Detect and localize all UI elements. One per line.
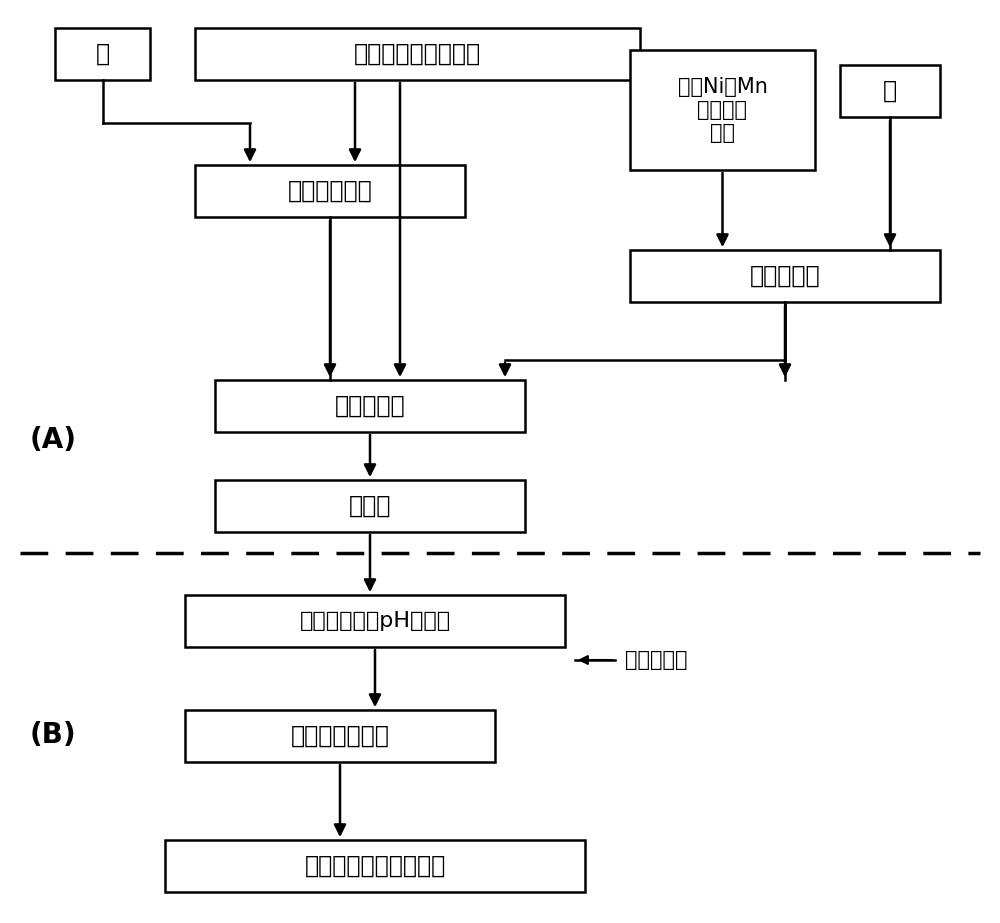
Text: 镍锰复合氢氧化物粒子: 镍锰复合氢氧化物粒子 — [304, 854, 446, 878]
Bar — [195, 165, 465, 217]
Bar — [630, 250, 940, 302]
Text: 混合水溶液: 混合水溶液 — [750, 264, 820, 288]
Bar — [165, 840, 585, 892]
Text: 核生成: 核生成 — [349, 494, 391, 518]
Text: 反应水溶液的pH值调节: 反应水溶液的pH值调节 — [299, 611, 451, 631]
Text: 水: 水 — [883, 79, 897, 103]
Text: (A): (A) — [30, 426, 77, 454]
Bar — [185, 595, 565, 647]
Bar — [195, 28, 640, 80]
Bar — [215, 480, 525, 532]
Bar — [630, 50, 815, 170]
Text: 含有Ni、Mn
的金属化
合物: 含有Ni、Mn 的金属化 合物 — [678, 77, 767, 143]
Bar — [215, 380, 525, 432]
Text: (B): (B) — [30, 721, 77, 749]
Bar — [185, 710, 495, 762]
Text: 反应水溶液: 反应水溶液 — [335, 394, 405, 418]
Text: 碱水溶液＋铵水溶液: 碱水溶液＋铵水溶液 — [354, 42, 481, 66]
Bar — [55, 28, 150, 80]
Text: 环境的切换: 环境的切换 — [625, 650, 688, 670]
Text: 反应前水溶液: 反应前水溶液 — [288, 179, 372, 203]
Text: 水: 水 — [95, 42, 110, 66]
Bar — [840, 65, 940, 117]
Text: 核（粒子）生长: 核（粒子）生长 — [291, 724, 389, 748]
